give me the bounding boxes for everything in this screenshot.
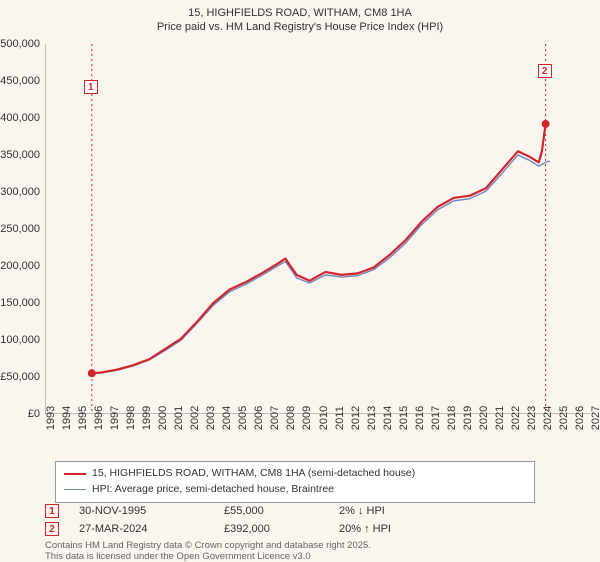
x-tick-label: 2009	[301, 406, 313, 430]
marker-label-2: 2	[538, 64, 552, 78]
y-tick-label: £200,000	[0, 260, 40, 272]
x-tick-label: 1998	[125, 406, 137, 430]
footer-line-1: Contains HM Land Registry data © Crown c…	[45, 540, 371, 551]
x-tick-label: 2014	[382, 406, 394, 430]
x-tick-label: 1996	[93, 406, 105, 430]
event-marker-1: 1	[45, 504, 59, 518]
title-area: 15, HIGHFIELDS ROAD, WITHAM, CM8 1HA Pri…	[0, 0, 600, 35]
x-tick-label: 2012	[350, 406, 362, 430]
x-tick-label: 2017	[430, 406, 442, 430]
event-date-1: 30-NOV-1995	[79, 505, 224, 517]
y-tick-label: £50,000	[0, 371, 40, 383]
y-tick-label: £350,000	[0, 149, 40, 161]
event-row-2: 2 27-MAR-2024 £392,000 20% ↑ HPI	[45, 520, 590, 538]
event-pct-1: 2% ↓ HPI	[339, 505, 429, 517]
x-tick-label: 2004	[221, 406, 233, 430]
y-tick-label: £450,000	[0, 75, 40, 87]
x-tick-label: 2005	[237, 406, 249, 430]
x-tick-label: 2022	[510, 406, 522, 430]
x-tick-label: 2025	[558, 406, 570, 430]
y-tick-label: £100,000	[0, 334, 40, 346]
marker-label-1: 1	[84, 80, 98, 94]
y-tick-label: £150,000	[0, 297, 40, 309]
plot-svg	[45, 44, 590, 414]
legend-label-1: 15, HIGHFIELDS ROAD, WITHAM, CM8 1HA (se…	[92, 466, 415, 482]
x-tick-label: 1994	[61, 406, 73, 430]
event-marker-2: 2	[45, 522, 59, 536]
y-tick-label: £0	[28, 408, 40, 420]
x-tick-label: 2002	[189, 406, 201, 430]
x-tick-label: 2021	[494, 406, 506, 430]
series-hpi	[92, 155, 550, 373]
x-tick-label: 2027	[590, 406, 600, 430]
x-tick-label: 2007	[269, 406, 281, 430]
event-pct-2: 20% ↑ HPI	[339, 523, 429, 535]
legend-label-2: HPI: Average price, semi-detached house,…	[92, 482, 334, 498]
x-tick-label: 2018	[446, 406, 458, 430]
x-tick-label: 2006	[253, 406, 265, 430]
footer-line-2: This data is licensed under the Open Gov…	[45, 551, 371, 562]
y-tick-label: £300,000	[0, 186, 40, 198]
event-date-2: 27-MAR-2024	[79, 523, 224, 535]
y-axis-ticks: £0£50,000£100,000£150,000£200,000£250,00…	[0, 44, 42, 414]
legend-swatch-red	[64, 473, 86, 476]
legend-item-1: 15, HIGHFIELDS ROAD, WITHAM, CM8 1HA (se…	[64, 466, 526, 482]
x-tick-label: 1995	[77, 406, 89, 430]
x-tick-label: 2023	[526, 406, 538, 430]
event-row-1: 1 30-NOV-1995 £55,000 2% ↓ HPI	[45, 502, 590, 520]
chart-area: 1 2	[45, 44, 590, 414]
chart-container: 15, HIGHFIELDS ROAD, WITHAM, CM8 1HA Pri…	[0, 0, 600, 560]
x-tick-label: 2008	[285, 406, 297, 430]
x-tick-label: 2026	[574, 406, 586, 430]
title-line-1: 15, HIGHFIELDS ROAD, WITHAM, CM8 1HA	[0, 6, 600, 20]
x-tick-label: 2000	[157, 406, 169, 430]
events-table: 1 30-NOV-1995 £55,000 2% ↓ HPI 2 27-MAR-…	[45, 502, 590, 538]
y-tick-label: £250,000	[0, 223, 40, 235]
x-tick-label: 2019	[462, 406, 474, 430]
x-tick-label: 1999	[141, 406, 153, 430]
footer: Contains HM Land Registry data © Crown c…	[45, 540, 371, 562]
x-tick-label: 2015	[398, 406, 410, 430]
event-price-2: £392,000	[224, 523, 339, 535]
legend: 15, HIGHFIELDS ROAD, WITHAM, CM8 1HA (se…	[55, 461, 535, 503]
x-tick-label: 1997	[109, 406, 121, 430]
x-tick-label: 2010	[318, 406, 330, 430]
x-tick-label: 2003	[205, 406, 217, 430]
series-price_paid	[92, 124, 546, 373]
x-tick-label: 1993	[45, 406, 57, 430]
x-tick-label: 2016	[414, 406, 426, 430]
x-tick-label: 2001	[173, 406, 185, 430]
x-tick-label: 2011	[334, 406, 346, 430]
x-tick-label: 2013	[366, 406, 378, 430]
y-tick-label: £400,000	[0, 112, 40, 124]
event-price-1: £55,000	[224, 505, 339, 517]
y-tick-label: £500,000	[0, 38, 40, 50]
x-tick-label: 2020	[478, 406, 490, 430]
legend-item-2: HPI: Average price, semi-detached house,…	[64, 482, 526, 498]
title-line-2: Price paid vs. HM Land Registry's House …	[0, 20, 600, 34]
legend-swatch-blue	[64, 489, 86, 491]
x-tick-label: 2024	[542, 406, 554, 430]
